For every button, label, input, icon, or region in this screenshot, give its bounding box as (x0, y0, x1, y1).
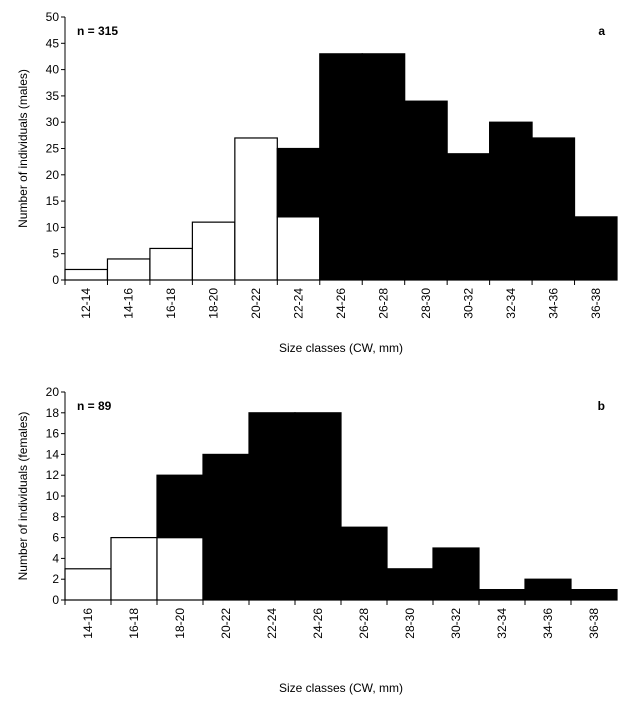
bar (64, 568, 112, 601)
bar (191, 221, 236, 281)
x-tick-label: 16-18 (127, 608, 141, 639)
bar (340, 526, 388, 601)
x-tick-label: 22-24 (265, 608, 279, 639)
x-tick-label: 24-26 (311, 608, 325, 639)
y-tick-label: 5 (52, 247, 59, 261)
panel-letter: a (598, 24, 605, 38)
y-tick-label: 14 (46, 447, 60, 461)
y-tick-label: 6 (52, 531, 59, 545)
y-tick-label: 20 (46, 168, 60, 182)
bar (294, 412, 342, 601)
bar (64, 268, 109, 281)
bar (149, 247, 193, 281)
bar (234, 137, 278, 281)
y-tick-label: 16 (46, 427, 60, 441)
x-tick-label: 32-34 (504, 288, 518, 319)
bar (202, 453, 250, 601)
x-tick-label: 12-14 (79, 288, 93, 319)
bar (248, 412, 296, 601)
x-tick-label: 36-38 (589, 288, 603, 319)
bar (478, 588, 526, 601)
y-tick-label: 2 (52, 572, 59, 586)
x-tick-label: 18-20 (173, 608, 187, 639)
bar (110, 536, 158, 601)
y-tick-label: 45 (46, 36, 60, 50)
y-tick-label: 35 (46, 89, 60, 103)
x-tick-label: 26-28 (376, 288, 390, 319)
bar (156, 474, 204, 539)
x-tick-label: 28-30 (403, 608, 417, 639)
x-tick-label: 30-32 (461, 288, 475, 319)
bar (276, 147, 321, 218)
y-tick-label: 18 (46, 406, 60, 420)
x-tick-label: 18-20 (207, 288, 221, 319)
bar (404, 100, 448, 281)
y-axis-label: Number of individuals (females) (16, 412, 30, 581)
bar (106, 258, 151, 281)
bar (489, 121, 533, 281)
y-tick-label: 0 (52, 273, 59, 287)
bar (524, 578, 572, 601)
x-axis-label: Size classes (CW, mm) (279, 681, 403, 695)
x-axis-label: Size classes (CW, mm) (279, 341, 403, 355)
y-tick-label: 12 (46, 468, 60, 482)
x-tick-label: 14-16 (122, 288, 136, 319)
bar (319, 53, 363, 281)
x-tick-label: 20-22 (219, 608, 233, 639)
x-tick-label: 34-36 (541, 608, 555, 639)
y-tick-label: 10 (46, 489, 60, 503)
bar (570, 588, 618, 601)
bar (432, 547, 480, 601)
x-tick-label: 36-38 (587, 608, 601, 639)
bar (361, 53, 406, 281)
bar (276, 216, 321, 281)
x-tick-label: 30-32 (449, 608, 463, 639)
y-tick-label: 0 (52, 593, 59, 607)
x-tick-label: 28-30 (419, 288, 433, 319)
y-tick-label: 30 (46, 115, 60, 129)
x-tick-label: 26-28 (357, 608, 371, 639)
y-axis-label: Number of individuals (males) (16, 69, 30, 228)
y-tick-label: 20 (46, 385, 60, 399)
x-tick-label: 24-26 (334, 288, 348, 319)
y-tick-label: 4 (52, 551, 59, 565)
x-tick-label: 16-18 (164, 288, 178, 319)
x-tick-label: 20-22 (249, 288, 263, 319)
y-tick-label: 8 (52, 510, 59, 524)
bar (446, 153, 491, 281)
y-tick-label: 40 (46, 63, 60, 77)
panel-letter: b (598, 399, 605, 413)
y-tick-label: 15 (46, 194, 60, 208)
y-tick-label: 10 (46, 220, 60, 234)
x-tick-label: 32-34 (495, 608, 509, 639)
y-tick-label: 25 (46, 142, 60, 156)
x-tick-label: 34-36 (546, 288, 560, 319)
y-tick-label: 50 (46, 10, 60, 24)
x-tick-label: 22-24 (292, 288, 306, 319)
bar (386, 568, 434, 601)
bar (531, 137, 576, 281)
bar (573, 216, 618, 281)
sample-size: n = 315 (77, 24, 118, 38)
x-tick-label: 14-16 (81, 608, 95, 639)
bar (156, 536, 204, 601)
sample-size: n = 89 (77, 399, 112, 413)
